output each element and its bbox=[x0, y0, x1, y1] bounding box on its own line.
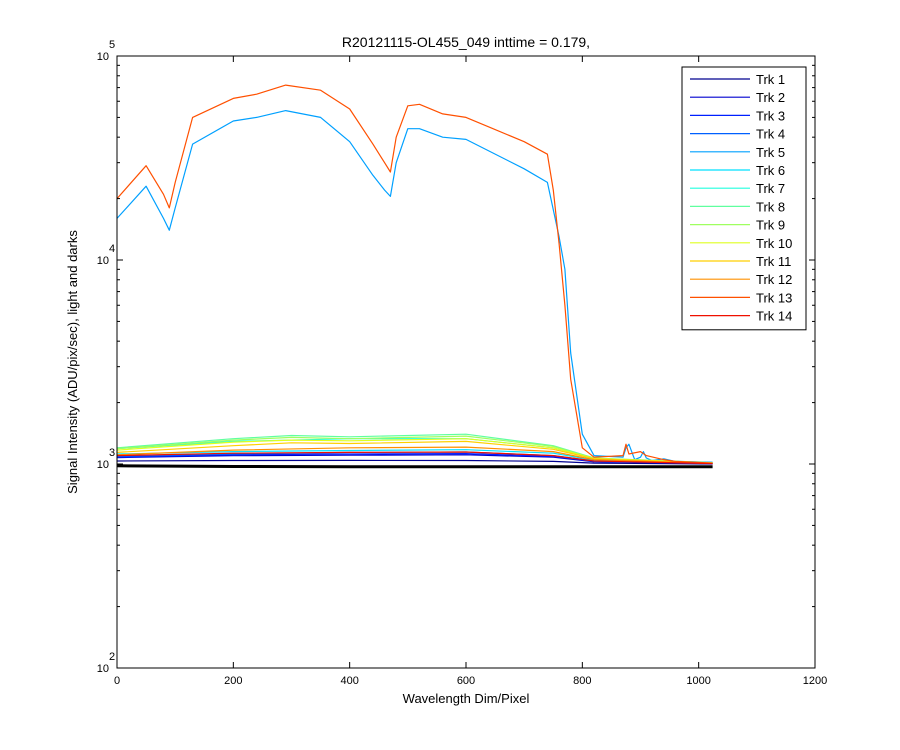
series-line-11 bbox=[116, 440, 713, 464]
legend-entry-label: Trk 14 bbox=[756, 309, 792, 324]
legend-entry-label: Trk 11 bbox=[756, 254, 791, 269]
legend-entry-label: Trk 6 bbox=[756, 163, 785, 178]
series-line-13 bbox=[116, 84, 713, 464]
legend-entry-label: Trk 9 bbox=[756, 218, 785, 233]
legend-box bbox=[681, 66, 807, 331]
legend-entry-label: Trk 5 bbox=[756, 145, 785, 160]
series-line-1 bbox=[116, 459, 713, 465]
series-line-12 bbox=[116, 446, 713, 464]
y-axis-label: Signal Intensity (ADU/pix/sec), light an… bbox=[65, 230, 80, 494]
chart-title: R20121115-OL455_049 inttime = 0.179, bbox=[342, 34, 590, 50]
y-tick-label: 10 bbox=[97, 51, 109, 63]
y-tick-label: 10 bbox=[97, 459, 109, 471]
legend-entry-label: Trk 8 bbox=[756, 199, 785, 214]
legend-entry-label: Trk 1 bbox=[756, 72, 785, 87]
x-tick-label: 1000 bbox=[686, 675, 710, 687]
legend-entry-label: Trk 4 bbox=[756, 127, 785, 142]
y-tick-exponent: 2 bbox=[109, 651, 115, 663]
legend-entry-label: Trk 12 bbox=[756, 272, 792, 287]
series-line-14 bbox=[116, 451, 713, 465]
x-tick-label: 0 bbox=[114, 675, 120, 687]
legend-entry-label: Trk 7 bbox=[756, 181, 785, 196]
y-tick-exponent: 4 bbox=[109, 243, 115, 255]
x-tick-label: 200 bbox=[224, 675, 242, 687]
legend-entry-label: Trk 2 bbox=[756, 90, 785, 105]
legend-entry-label: Trk 10 bbox=[756, 236, 792, 251]
series-line-5 bbox=[116, 109, 713, 463]
series-group bbox=[116, 84, 713, 469]
x-tick-label: 400 bbox=[340, 675, 358, 687]
legend: Trk 1 Trk 2 Trk 3 Trk 4 Trk 5 Trk 6 Trk 7 Trk 8… bbox=[681, 66, 807, 331]
y-tick-exponent: 3 bbox=[109, 447, 115, 459]
y-tick-label: 10 bbox=[97, 663, 109, 675]
x-tick-label: 800 bbox=[573, 675, 591, 687]
y-tick-label: 10 bbox=[97, 255, 109, 267]
x-tick-label: 600 bbox=[457, 675, 475, 687]
series-line-15 bbox=[116, 464, 713, 469]
x-axis-label: Wavelength Dim/Pixel bbox=[403, 691, 530, 706]
x-tick-label: 1200 bbox=[803, 675, 827, 687]
y-tick-exponent: 5 bbox=[109, 39, 115, 51]
legend-entry-label: Trk 3 bbox=[756, 108, 785, 123]
legend-entry-label: Trk 13 bbox=[756, 290, 792, 305]
